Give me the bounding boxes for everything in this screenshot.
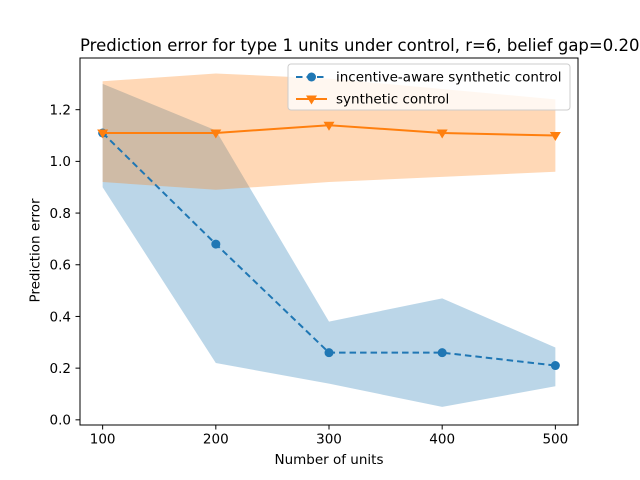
circle-marker	[437, 348, 447, 358]
triangle-down-marker	[549, 132, 561, 142]
circle-marker	[211, 239, 221, 249]
legend-triangle-down-marker	[306, 95, 317, 105]
y-tick-label: 0.6	[50, 258, 71, 274]
y-tick-label: 1.0	[50, 154, 71, 170]
legend-label: incentive-aware synthetic control	[336, 70, 562, 86]
incentive-aware-synthetic-control-confidence-band	[102, 83, 556, 407]
y-tick-label: 0.0	[50, 413, 71, 429]
y-tick-label: 0.8	[50, 206, 71, 222]
x-tick-label: 100	[90, 432, 116, 448]
chart-title: Prediction error for type 1 units under …	[80, 36, 640, 55]
x-tick-label: 300	[316, 432, 342, 448]
legend-label: synthetic control	[336, 92, 449, 108]
triangle-down-marker	[97, 129, 109, 139]
triangle-down-marker	[436, 129, 448, 139]
x-tick-label: 400	[429, 432, 455, 448]
x-tick-label: 500	[542, 432, 568, 448]
y-tick-label: 0.4	[50, 309, 71, 325]
y-tick-label: 1.2	[50, 102, 71, 118]
y-tick-label: 0.2	[50, 361, 71, 377]
circle-marker	[550, 361, 560, 371]
circle-marker	[324, 348, 334, 358]
legend-circle-marker	[307, 72, 316, 82]
triangle-down-marker	[210, 129, 222, 139]
legend-box	[287, 63, 571, 111]
triangle-down-marker	[323, 121, 335, 131]
x-tick-label: 200	[203, 432, 229, 448]
x-axis-label: Number of units	[274, 452, 384, 468]
